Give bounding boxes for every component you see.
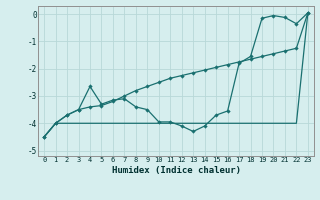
X-axis label: Humidex (Indice chaleur): Humidex (Indice chaleur) xyxy=(111,166,241,175)
